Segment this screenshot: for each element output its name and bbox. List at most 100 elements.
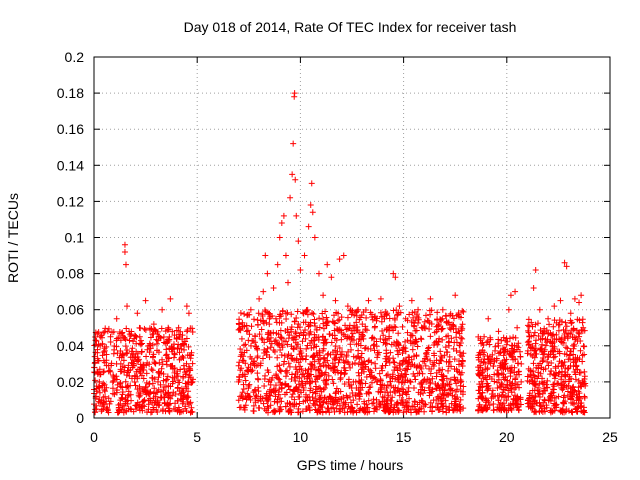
data-point [353,319,360,326]
data-point [403,402,410,409]
data-point [329,360,336,367]
data-point [496,362,503,369]
data-point [389,394,396,401]
data-point [476,381,483,388]
data-point [576,369,583,376]
data-point [302,308,309,315]
data-point [458,378,465,385]
data-point [565,365,572,372]
data-point [426,325,433,332]
data-point [323,314,330,321]
data-point [421,318,428,325]
data-point [235,320,242,327]
data-point [313,326,320,333]
data-point [330,380,337,387]
data-point [536,306,543,313]
data-point [347,393,354,400]
data-point [399,400,406,407]
data-point [320,292,327,299]
data-point [561,372,568,379]
data-point [551,303,558,310]
data-point [393,400,400,407]
data-point [175,331,182,338]
data-point [500,334,507,341]
data-point [130,351,137,358]
data-point [147,334,154,341]
data-point [278,398,285,405]
data-point [495,342,502,349]
data-point [316,384,323,391]
data-point [170,389,177,396]
data-point [261,346,268,353]
data-point [363,373,370,380]
data-point [128,359,135,366]
data-point [110,377,117,384]
data-point [285,360,292,367]
data-point [402,348,409,355]
data-point [108,329,115,336]
data-point [272,393,279,400]
data-point [482,374,489,381]
data-point [255,388,262,395]
data-point [180,362,187,369]
data-point [391,316,398,323]
data-point [571,369,578,375]
data-points [91,90,589,416]
data-point [278,220,285,227]
data-point [525,316,532,323]
data-point [266,315,273,322]
data-point [137,361,144,368]
data-point [413,352,420,359]
data-point [155,333,162,340]
data-point [556,348,563,355]
data-point [404,399,411,406]
data-point [416,370,423,377]
data-point [131,335,138,342]
data-point [287,194,294,201]
data-point [551,375,558,382]
data-point [427,311,434,318]
data-point [563,263,570,270]
data-point [459,307,466,314]
data-point [340,399,347,406]
data-point [134,375,141,382]
data-point [541,379,548,386]
data-point [498,337,505,344]
data-point [550,389,557,396]
data-point [242,360,249,367]
data-point [146,325,153,332]
data-point [119,391,126,398]
data-point [553,331,560,338]
data-point [304,394,311,401]
data-point [121,241,128,248]
data-point [547,348,554,355]
data-point [383,385,390,392]
data-point [500,400,507,407]
data-point [124,383,131,390]
data-point [573,327,580,334]
data-point [538,364,545,371]
data-point [344,303,351,310]
data-point [576,356,583,363]
data-point [267,402,274,409]
data-point [548,359,555,366]
data-point [293,314,300,321]
data-point [508,345,515,352]
data-point [247,397,254,404]
data-point [439,390,446,397]
data-point [288,343,295,350]
data-point [313,383,320,390]
data-point [415,316,422,323]
data-point [428,388,435,395]
data-point [267,392,274,399]
data-point [127,391,134,398]
data-point [291,318,298,325]
data-point [347,364,354,371]
data-point [125,388,132,395]
data-point [404,329,411,336]
data-point [490,407,497,414]
data-point [368,373,375,380]
data-point [531,409,538,416]
data-point [552,402,559,409]
chart-title: Day 018 of 2014, Rate Of TEC Index for r… [184,19,517,35]
